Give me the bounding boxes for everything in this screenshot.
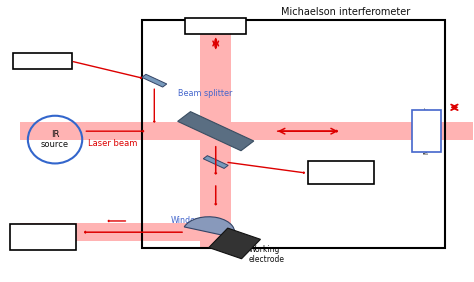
Polygon shape — [142, 74, 167, 87]
Text: Reference
laser: Reference laser — [24, 54, 60, 67]
FancyBboxPatch shape — [308, 161, 374, 184]
FancyBboxPatch shape — [185, 17, 246, 34]
Text: Fixed mirror: Fixed mirror — [191, 21, 240, 30]
Text: Laser beam: Laser beam — [88, 139, 137, 148]
Text: Laser
detector: Laser detector — [325, 163, 357, 182]
Text: IR
source: IR source — [41, 130, 69, 149]
FancyBboxPatch shape — [412, 110, 441, 152]
Text: Detector: Detector — [23, 233, 63, 242]
FancyBboxPatch shape — [12, 53, 72, 69]
Wedge shape — [184, 217, 235, 237]
Polygon shape — [178, 112, 254, 151]
Bar — [201, 17, 231, 248]
Text: Beam splitter: Beam splitter — [178, 89, 232, 98]
Bar — [19, 223, 223, 241]
Polygon shape — [209, 228, 260, 259]
Text: Window: Window — [171, 217, 202, 226]
Bar — [19, 122, 474, 140]
Text: Moving mirror: Moving mirror — [423, 108, 429, 155]
Polygon shape — [203, 156, 228, 168]
FancyBboxPatch shape — [10, 224, 76, 250]
Text: Michaelson interferometer: Michaelson interferometer — [281, 7, 410, 17]
Bar — [143, 20, 445, 248]
Text: Working
electrode: Working electrode — [249, 245, 285, 264]
